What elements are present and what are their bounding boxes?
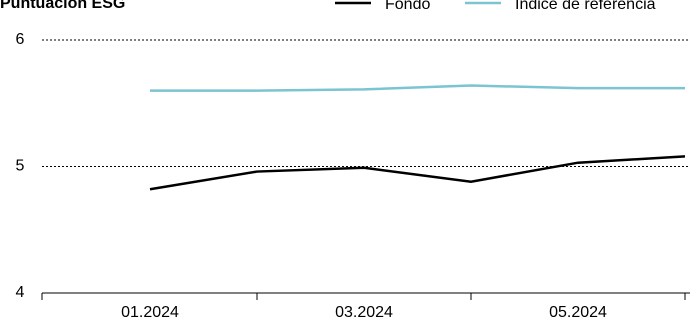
y-tick-label: 4 xyxy=(16,284,25,301)
x-tick-label: 05.2024 xyxy=(549,304,607,321)
legend-label: Fondo xyxy=(385,0,430,13)
y-tick-label: 6 xyxy=(16,31,25,48)
legend-label: Índice de referencia xyxy=(515,0,656,13)
data-line xyxy=(150,84,685,92)
y-tick-label: 5 xyxy=(16,158,25,175)
data-line xyxy=(149,155,686,191)
x-tick-label: 03.2024 xyxy=(335,304,393,321)
x-tick-label: 01.2024 xyxy=(121,304,179,321)
chart-title: Puntuación ESG xyxy=(0,0,125,12)
